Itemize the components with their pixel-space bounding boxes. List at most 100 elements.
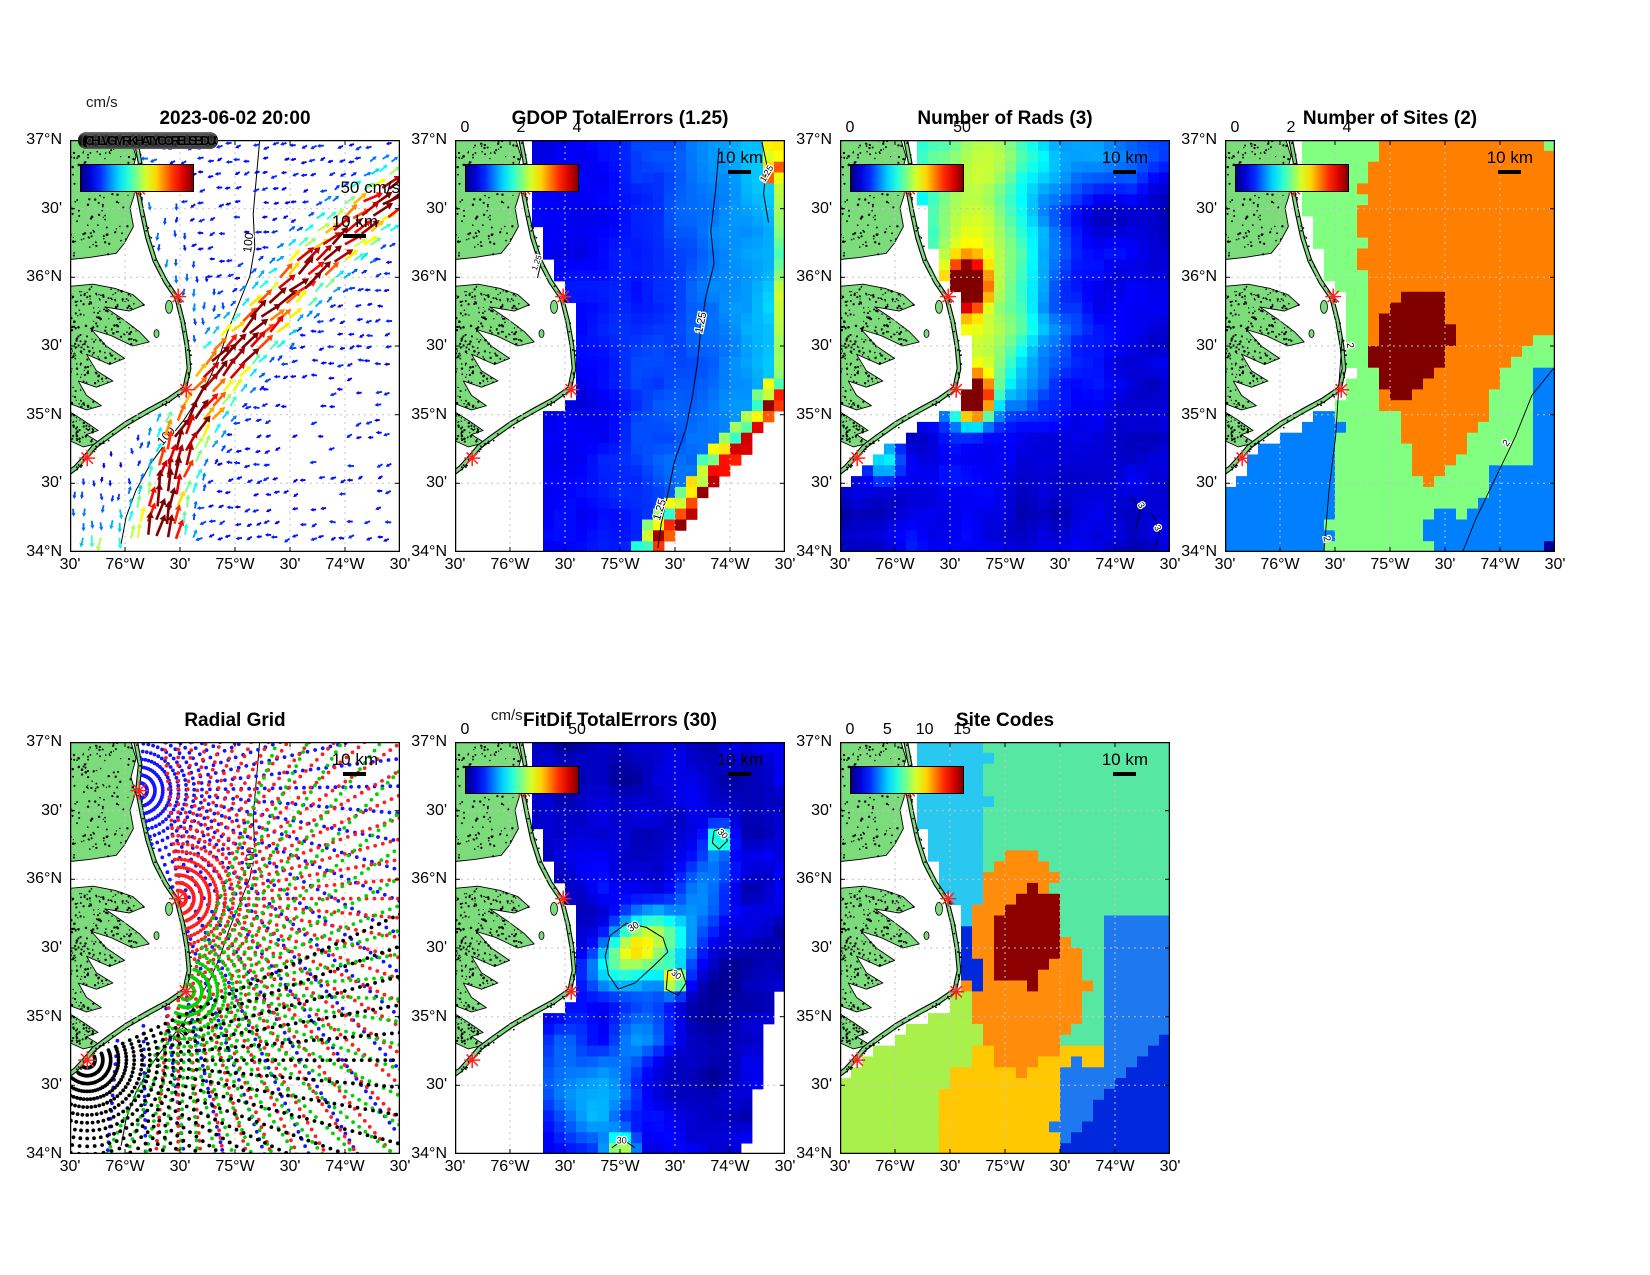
x-tick-label: 30': [169, 556, 191, 573]
y-axis-labels: 37°N 30' 36°N 30' 35°N 30' 34°N: [8, 131, 66, 560]
x-tick-label: 30': [774, 556, 796, 573]
colorbar-units-label: cm/s: [86, 94, 118, 111]
x-tick-label: 30': [554, 556, 576, 573]
x-tick-label: 75°W: [215, 556, 255, 573]
x-tick-label: 30': [279, 1158, 301, 1175]
y-axis-labels: 37°N 30' 36°N 30' 35°N 30' 34°N: [393, 131, 451, 560]
colorbar-ticks: 0 50: [455, 721, 586, 739]
colorbar-tick-label: 2: [1286, 119, 1296, 136]
x-tick-label: 76°W: [105, 1158, 145, 1175]
x-tick-label: 30': [664, 556, 686, 573]
radar-site-marker: [948, 381, 965, 398]
panel-number-of-sites: Number of Sites (2) 0 2 4 10 km 2 2 2 37°N 30…: [1181, 108, 1565, 573]
x-axis-labels: 30' 76°W 30' 75°W 30' 74°W 30': [830, 1158, 1181, 1180]
y-tick-label: 35°N: [1181, 405, 1217, 423]
colorbar: [465, 766, 579, 794]
colorbar-units-label: cm/s: [491, 707, 523, 724]
colorbar-tick-label: 4: [1342, 119, 1352, 136]
radar-site-marker: [130, 781, 149, 800]
y-tick-label: 35°N: [26, 405, 62, 423]
y-tick-label: 30': [811, 939, 832, 956]
y-tick-label: 30': [1196, 474, 1217, 492]
colorbar-gradient: [81, 165, 193, 191]
y-tick-label: 30': [41, 801, 62, 819]
contour-label: 30: [617, 1136, 627, 1146]
radial-grid-dots: [106, 742, 400, 1154]
y-tick-label: 30': [1196, 199, 1217, 217]
colorbar-gradient: [851, 767, 963, 793]
y-tick-label: 30': [811, 801, 832, 819]
scale-bar-label: 10 km: [331, 750, 378, 769]
scale-bar-label: 10 km: [1101, 750, 1148, 769]
radar-site-marker: [849, 450, 866, 467]
y-tick-label: 36°N: [796, 268, 832, 286]
x-tick-label: 76°W: [105, 556, 145, 573]
y-tick-label: 30': [41, 1076, 62, 1094]
y-axis-labels: 37°N 30' 36°N 30' 35°N 30' 34°N: [1163, 131, 1221, 560]
colorbar-tick-label: 0: [845, 721, 855, 738]
scale-bar: 10 km: [717, 148, 763, 174]
x-tick-label: 75°W: [985, 556, 1025, 573]
colorbar-gradient: [1236, 165, 1348, 191]
colorbar: [1235, 164, 1349, 192]
y-tick-label: 37°N: [796, 733, 832, 750]
x-tick-label: 75°W: [1370, 556, 1410, 573]
vector-scale-label: 50 cm/s: [340, 178, 400, 197]
colorbar-gradient: [851, 165, 963, 191]
panel-title: Number of Rads (3): [917, 108, 1093, 129]
x-tick-label: 30': [1214, 556, 1236, 573]
y-tick-label: 30': [811, 474, 832, 492]
panel-fitdif: FitDif TotalErrors (30) cm/s 0 50 10 km 3…: [411, 707, 795, 1175]
y-tick-label: 30': [811, 1076, 832, 1094]
y-tick-label: 35°N: [411, 1007, 447, 1025]
map-number-of-sites: 222: [1225, 140, 1555, 552]
panel-title: Site Codes: [955, 710, 1055, 731]
x-tick-label: 30': [829, 1158, 851, 1175]
x-tick-label: 30': [59, 556, 81, 573]
radar-site-marker: [464, 450, 481, 467]
colorbar-gradient: [466, 165, 578, 191]
y-tick-label: 30': [41, 337, 62, 354]
x-axis-labels: 30' 76°W 30' 75°W 30' 74°W 30': [1215, 556, 1566, 578]
scale-bar-line: [343, 772, 367, 776]
x-tick-label: 30': [554, 1158, 576, 1175]
contour-label: 2: [1320, 535, 1332, 544]
radar-site-marker: [177, 982, 196, 1001]
colorbar-tick-label: 50: [568, 721, 586, 738]
colorbar-tick-label: 0: [845, 119, 855, 136]
radar-site-marker: [940, 890, 957, 907]
scale-bar-label: 10 km: [331, 212, 378, 231]
y-tick-label: 34°N: [411, 543, 447, 560]
y-tick-label: 30': [41, 199, 62, 217]
panel-title: 2023-06-02 20:00: [159, 108, 311, 129]
scale-bar-line: [343, 234, 367, 238]
y-axis-labels: 37°N 30' 36°N 30' 35°N 30' 34°N: [393, 733, 451, 1162]
scale-bar-label: 10 km: [1486, 148, 1533, 167]
y-tick-label: 30': [426, 1076, 447, 1094]
x-tick-label: 75°W: [600, 556, 640, 573]
y-axis-labels: 37°N 30' 36°N 30' 35°N 30' 34°N: [778, 131, 836, 560]
y-tick-label: 37°N: [1181, 131, 1217, 148]
scale-bar: 10 km: [717, 750, 763, 776]
y-tick-label: 36°N: [411, 870, 447, 888]
y-tick-label: 30': [426, 337, 447, 354]
colorbar: [465, 164, 579, 192]
colorbar-tick-label: 10: [915, 721, 934, 738]
land-speckles: [70, 742, 193, 1073]
contour-label: 2: [1344, 342, 1356, 350]
scale-bar-label: 10 km: [716, 148, 763, 167]
radar-site-marker: [1234, 450, 1251, 467]
x-tick-label: 74°W: [1480, 556, 1520, 573]
y-tick-label: 37°N: [26, 131, 62, 148]
x-axis-labels: 30' 76°W 30' 75°W 30' 74°W 30': [60, 556, 411, 578]
y-tick-label: 35°N: [796, 405, 832, 423]
radar-site-marker: [948, 983, 965, 1000]
y-tick-label: 36°N: [796, 870, 832, 888]
y-tick-label: 35°N: [411, 405, 447, 423]
y-tick-label: 37°N: [796, 131, 832, 148]
x-tick-label: 74°W: [1095, 1158, 1135, 1175]
radar-site-marker: [178, 381, 195, 398]
colorbar-ticks: 0 2 4: [1225, 119, 1352, 137]
